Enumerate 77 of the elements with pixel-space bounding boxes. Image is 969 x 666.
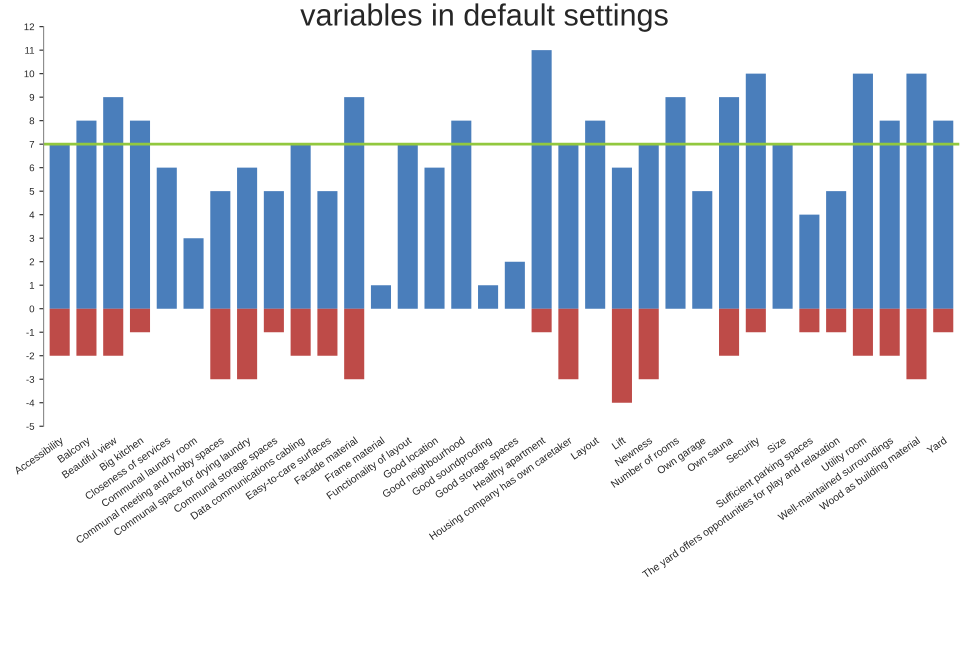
y-tick-label: -5 xyxy=(26,423,34,430)
bar xyxy=(638,144,659,309)
bar xyxy=(880,120,900,309)
bar xyxy=(612,168,632,309)
y-tick-label: 0 xyxy=(30,305,34,312)
bar xyxy=(451,120,472,309)
bar xyxy=(237,168,258,309)
bar xyxy=(746,74,766,309)
bar xyxy=(665,97,686,309)
bar xyxy=(692,191,712,309)
y-tick-label: 12 xyxy=(24,23,34,30)
bar xyxy=(826,308,846,332)
bar xyxy=(746,308,766,332)
bar xyxy=(719,97,740,309)
bar xyxy=(906,308,927,380)
bar xyxy=(532,308,552,332)
bar xyxy=(290,144,311,309)
bar xyxy=(933,308,954,332)
bar xyxy=(424,168,445,309)
bar xyxy=(210,191,230,309)
bar xyxy=(103,97,124,309)
bar xyxy=(799,214,820,309)
bar xyxy=(290,308,311,356)
bar xyxy=(826,191,846,309)
bar xyxy=(532,50,552,309)
bar xyxy=(612,308,632,403)
y-tick-label: 3 xyxy=(30,234,34,242)
y-tick-label: 7 xyxy=(30,141,34,148)
bar xyxy=(398,144,418,309)
bar xyxy=(558,308,578,380)
bar xyxy=(772,144,793,309)
y-tick-label: 1 xyxy=(30,282,34,289)
bar xyxy=(130,308,150,332)
x-tick-label: Size xyxy=(766,436,787,454)
bar xyxy=(370,285,392,309)
bar xyxy=(344,308,364,380)
bar xyxy=(317,308,338,356)
bar xyxy=(264,308,284,332)
y-tick-label: 8 xyxy=(30,117,34,124)
y-tick-label: 4 xyxy=(29,212,34,218)
y-tick-label: 9 xyxy=(30,94,34,101)
bar xyxy=(130,120,150,309)
bar xyxy=(906,74,927,309)
bar xyxy=(880,308,900,356)
bar xyxy=(103,308,124,356)
y-tick-label: 5 xyxy=(30,188,34,195)
bar xyxy=(264,191,284,309)
bar xyxy=(558,144,578,309)
bar xyxy=(478,285,498,309)
bar xyxy=(237,308,258,380)
bar xyxy=(76,308,96,356)
bar xyxy=(585,120,606,309)
x-tick-label: Yard xyxy=(926,436,948,454)
y-tick-label: 11 xyxy=(25,46,34,54)
y-tick-label: 10 xyxy=(24,70,34,78)
y-tick-label: -4 xyxy=(26,400,34,406)
y-tick-label: -3 xyxy=(26,376,34,383)
bar xyxy=(933,120,954,309)
bar xyxy=(638,308,659,380)
bar xyxy=(852,308,873,356)
bar xyxy=(76,120,96,309)
y-tick-label: 2 xyxy=(30,258,34,266)
bar xyxy=(504,262,525,309)
y-tick-label: -1 xyxy=(26,329,34,336)
chart-title: variables in default settings xyxy=(300,3,668,32)
bar xyxy=(799,308,820,332)
bar xyxy=(184,238,204,309)
y-tick-label: 6 xyxy=(30,164,34,172)
bar xyxy=(156,168,177,309)
bar xyxy=(344,97,364,309)
bar xyxy=(317,191,338,309)
bar xyxy=(50,144,70,309)
y-tick-label: -2 xyxy=(26,352,34,360)
bar xyxy=(852,74,873,309)
bar xyxy=(719,308,740,356)
bar xyxy=(50,308,70,356)
bar xyxy=(210,308,230,380)
